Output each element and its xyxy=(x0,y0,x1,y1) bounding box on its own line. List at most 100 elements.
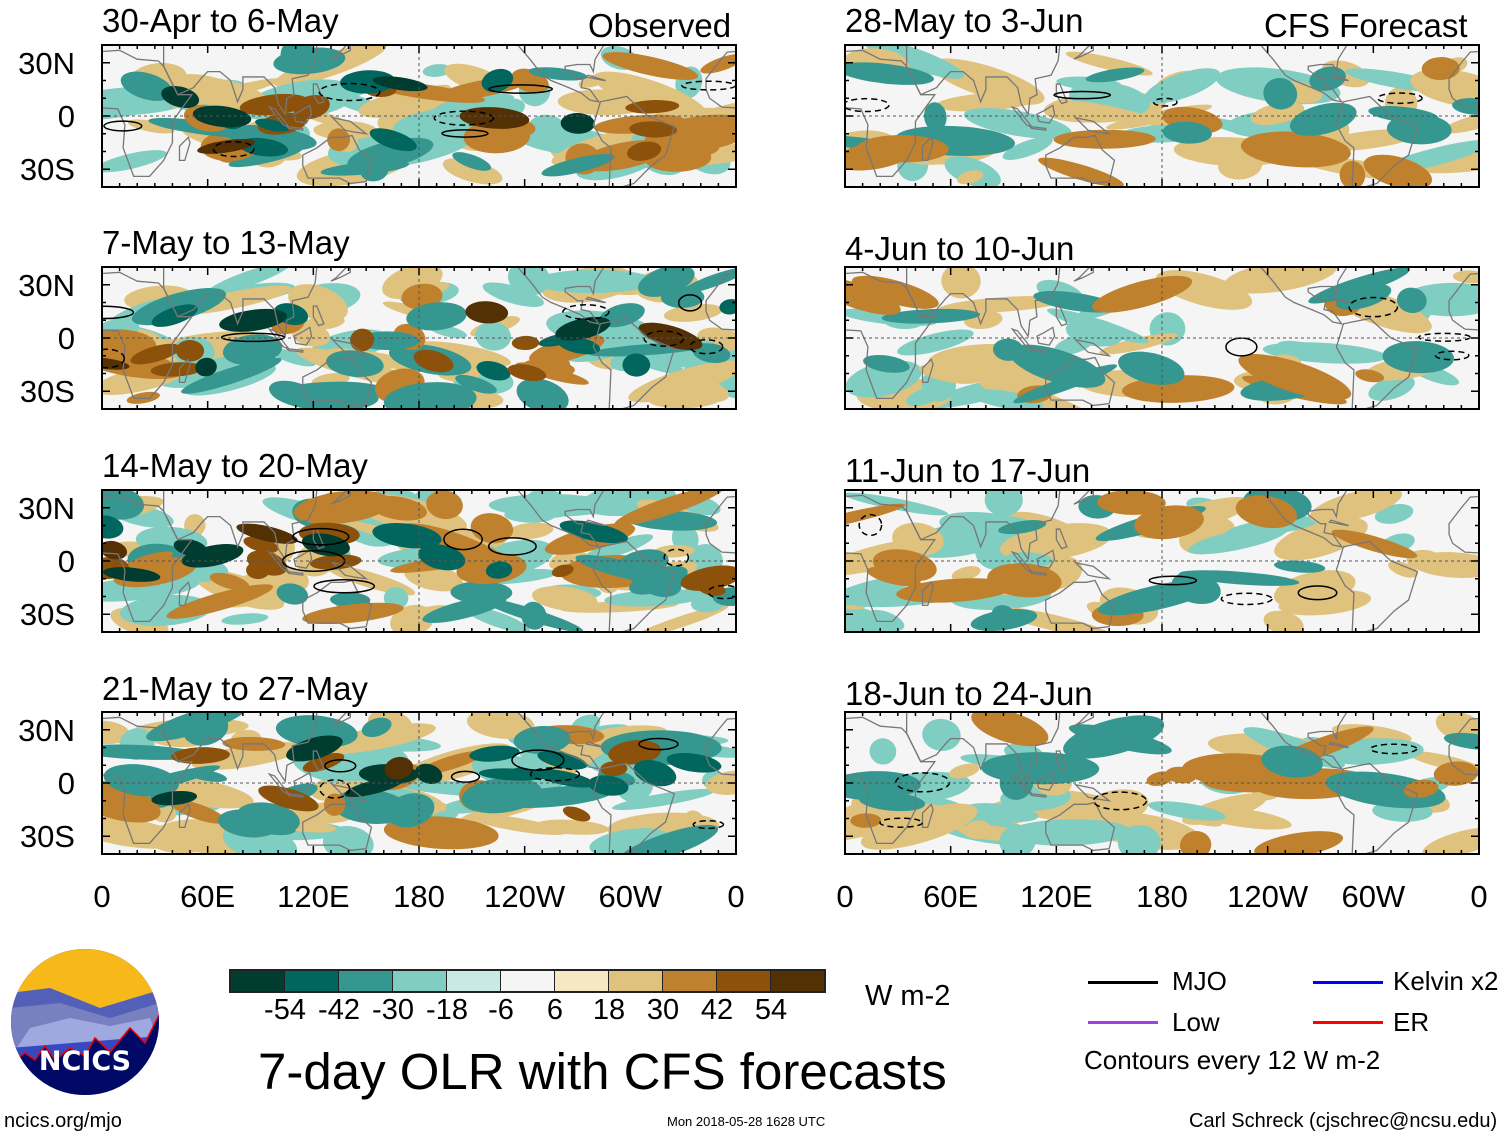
coastline-australia xyxy=(1045,134,1116,185)
coastline-java xyxy=(1028,792,1047,798)
colorbar-tick-label: 30 xyxy=(646,994,680,1026)
olr-anomaly-patch xyxy=(1009,344,1106,388)
coastline-phil xyxy=(312,305,325,327)
coastline-madagascar xyxy=(178,358,191,384)
olr-anomaly-patch xyxy=(869,738,897,765)
olr-anomaly-patch xyxy=(221,613,269,625)
colorbar-swatch xyxy=(285,971,339,991)
coastline-java xyxy=(1028,347,1047,353)
olr-anomaly-patch xyxy=(551,564,574,578)
olr-anomaly-patch xyxy=(476,361,511,381)
coastline-namer xyxy=(515,712,605,770)
ncics-logo: NCICS xyxy=(11,949,159,1095)
olr-anomaly-patch xyxy=(340,70,396,94)
coastline-samer xyxy=(592,540,676,632)
olr-anomaly-patch xyxy=(1382,341,1454,374)
coastline-samer xyxy=(1335,95,1419,187)
lon-tick-label: 180 xyxy=(1136,879,1188,914)
mjo-contour xyxy=(1297,585,1338,601)
olr-anomaly-patch xyxy=(633,605,729,632)
lon-tick-label: 0 xyxy=(1470,879,1488,914)
olr-anomaly-patch xyxy=(645,145,712,172)
olr-anomaly-patch xyxy=(181,543,244,568)
coastline-phil xyxy=(1055,528,1068,550)
olr-anomaly-patch xyxy=(302,753,345,773)
olr-anomaly-patch xyxy=(482,282,544,307)
colorbar-tick-label: -30 xyxy=(372,994,414,1026)
olr-anomaly-patch xyxy=(906,386,943,407)
olr-anomaly-patch xyxy=(700,54,736,74)
logo-text: NCICS xyxy=(39,1046,131,1077)
figure-title: 7-day OLR with CFS forecasts xyxy=(258,1043,947,1100)
olr-anomaly-patch xyxy=(1047,308,1149,344)
legend-kelvin-label: Kelvin x2 xyxy=(1393,966,1499,996)
site-link[interactable]: ncics.org/mjo xyxy=(4,1110,122,1132)
olr-anomaly-patch xyxy=(896,578,1014,603)
coastline-africa xyxy=(845,494,937,623)
mjo-contour xyxy=(487,537,537,556)
colorbar-tick-label: -18 xyxy=(426,994,468,1026)
mjo-contour xyxy=(663,548,690,567)
olr-anomaly-patch xyxy=(192,105,252,128)
coastline-africa xyxy=(845,716,937,845)
olr-anomaly-patch xyxy=(361,717,392,738)
olr-anomaly-patch xyxy=(1274,517,1368,561)
olr-anomaly-patch xyxy=(478,768,548,781)
olr-anomaly-patch xyxy=(507,364,547,382)
coastline-africa xyxy=(845,271,937,400)
panel-title: 21-May to 27-May xyxy=(102,670,368,707)
olr-anomaly-patch xyxy=(1421,57,1460,81)
olr-anomaly-patch xyxy=(680,565,736,591)
olr-anomaly-patch xyxy=(845,277,901,315)
coastline-java xyxy=(285,792,304,798)
olr-anomaly-patch xyxy=(475,321,512,351)
lon-tick-label: 120W xyxy=(484,879,566,914)
olr-anomaly-patch xyxy=(1402,282,1479,317)
olr-anomaly-patch xyxy=(175,340,205,362)
olr-anomaly-patch xyxy=(845,140,915,171)
panel-title: 11-Jun to 17-Jun xyxy=(845,452,1091,489)
colorbar-swatch xyxy=(717,971,771,991)
olr-anomaly-patch xyxy=(413,349,454,373)
olr-anomaly-patch xyxy=(559,520,628,544)
olr-anomaly-patch xyxy=(858,791,926,812)
coastline-cuba xyxy=(584,296,606,304)
coastline-borneo xyxy=(293,771,313,791)
lat-tick-label: 30S xyxy=(19,152,75,188)
lon-tick-label: 0 xyxy=(836,879,854,914)
olr-anomaly-patch xyxy=(1442,110,1479,134)
legend-er-line xyxy=(1313,1021,1383,1024)
olr-anomaly-patch xyxy=(276,583,309,605)
mjo-contour xyxy=(212,140,255,158)
coastline-japan xyxy=(1073,45,1094,60)
olr-anomaly-patch xyxy=(537,750,587,770)
olr-anomaly-patch xyxy=(971,712,1049,747)
olr-anomaly-patch xyxy=(951,566,981,581)
olr-anomaly-patch xyxy=(369,128,417,152)
olr-anomaly-patch xyxy=(862,45,965,79)
olr-anomaly-patch xyxy=(255,118,289,132)
mjo-contour xyxy=(102,348,126,369)
olr-anomaly-patch xyxy=(151,304,198,327)
olr-anomaly-patch xyxy=(961,803,1039,823)
coastline-australia xyxy=(302,579,373,630)
lat-tick-label: 30S xyxy=(19,374,75,410)
lon-tick-label: 0 xyxy=(727,879,745,914)
coastline-madagascar xyxy=(921,358,934,384)
coastline-madagascar xyxy=(178,581,191,607)
olr-anomaly-patch xyxy=(1099,333,1178,355)
olr-anomaly-patch xyxy=(181,357,282,394)
coastline-java xyxy=(285,347,304,353)
coastline-newguinea xyxy=(1073,561,1112,580)
olr-anomaly-patch xyxy=(998,520,1047,535)
colorbar-swatch xyxy=(663,971,717,991)
coastline-australia xyxy=(302,356,373,407)
olr-anomaly-patch xyxy=(1277,340,1330,357)
olr-anomaly-patch xyxy=(222,334,283,366)
coastline-africa xyxy=(102,716,194,845)
coastline-cuba xyxy=(584,519,606,527)
coastline-borneo xyxy=(1036,326,1056,346)
olr-anomaly-patch xyxy=(508,522,554,540)
olr-anomaly-patch xyxy=(534,769,595,788)
olr-anomaly-patch xyxy=(663,303,723,322)
